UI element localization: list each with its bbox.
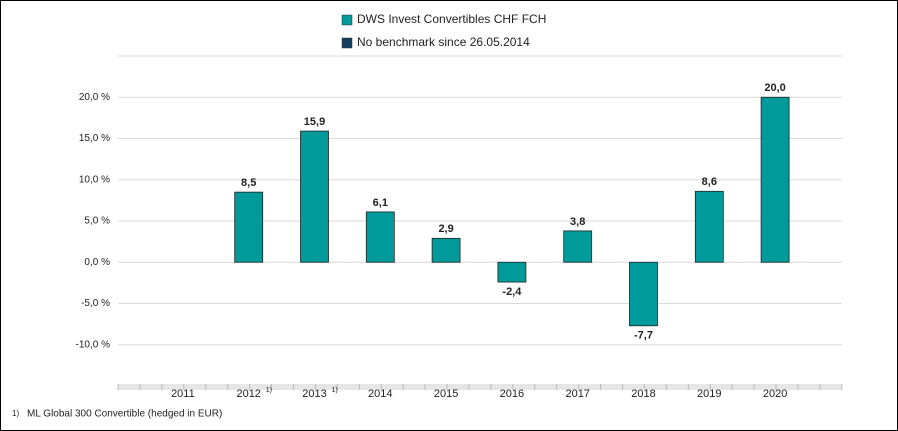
value-label: 15,9 (304, 116, 325, 128)
x-tick-label: 2018 (631, 388, 655, 400)
bar (563, 230, 593, 263)
x-tick-label: 2013 (302, 388, 326, 400)
bar (629, 261, 658, 327)
bar (234, 191, 264, 263)
value-label: 2,9 (438, 223, 453, 235)
x-tick-label: 2011 (171, 388, 195, 400)
x-tick-label: 2019 (697, 388, 721, 400)
bar (760, 96, 790, 263)
x-tick-label: 2015 (434, 388, 458, 400)
bar (431, 237, 461, 263)
x-tick-note: 1) (266, 387, 272, 394)
legend-label: DWS Invest Convertibles CHF FCH (357, 12, 546, 26)
x-tick-label: 2014 (368, 388, 392, 400)
footnote-text: ML Global 300 Convertible (hedged in EUR… (27, 409, 222, 420)
x-tick-label: 2012 (236, 388, 260, 400)
value-label: 6,1 (373, 197, 388, 209)
legend-swatch (341, 14, 353, 26)
value-label: 8,6 (702, 176, 717, 188)
value-label: -7,7 (634, 330, 653, 342)
y-tick-label: -5,0 % (81, 298, 110, 309)
y-tick-label: 10,0 % (79, 174, 110, 185)
y-tick-label: 20,0 % (79, 92, 110, 103)
bar (694, 190, 724, 263)
footnote-marker: 1) (12, 409, 19, 418)
bar (365, 211, 395, 263)
legend-label: No benchmark since 26.05.2014 (357, 35, 530, 49)
x-tick-label: 2016 (500, 388, 524, 400)
value-label: -2,4 (502, 286, 522, 298)
legend-swatch (341, 37, 353, 49)
x-tick-label: 2020 (763, 388, 787, 400)
value-label: 8,5 (241, 177, 256, 189)
y-tick-label: 5,0 % (84, 216, 110, 227)
bar (497, 261, 527, 283)
y-tick-label: 15,0 % (79, 133, 110, 144)
value-label: 20,0 (764, 82, 785, 94)
x-axis-band (118, 384, 842, 390)
x-tick-label: 2017 (565, 388, 589, 400)
y-tick-label: -10,0 % (76, 339, 111, 350)
x-tick-note: 1) (332, 387, 338, 394)
bar (300, 130, 329, 263)
y-tick-label: 0,0 % (84, 257, 110, 268)
value-label: 3,8 (570, 216, 585, 228)
